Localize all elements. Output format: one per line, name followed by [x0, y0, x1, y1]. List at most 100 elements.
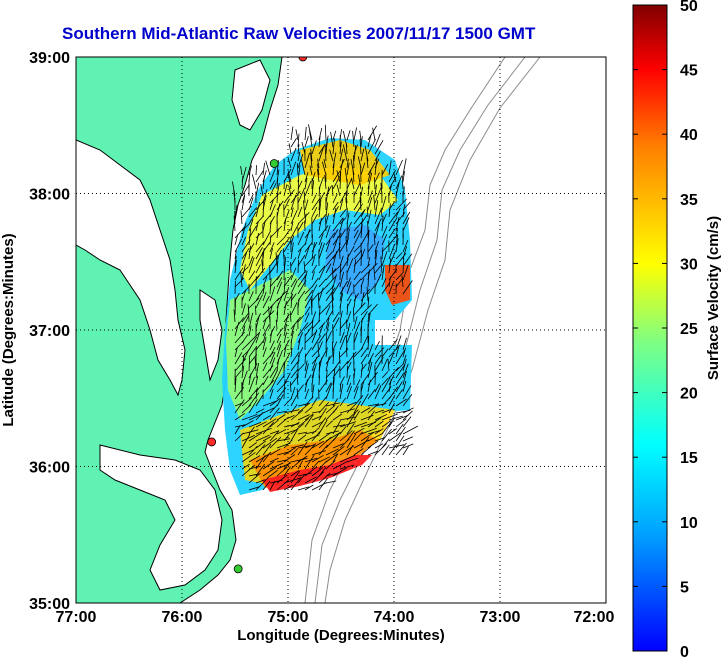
velocity-vector: [339, 383, 344, 400]
velocity-vector: [240, 271, 243, 288]
velocity-vector: [311, 277, 319, 288]
velocity-vector: [381, 278, 387, 288]
velocity-vector: [269, 180, 276, 190]
colorbar-tick-label: 0: [680, 644, 689, 659]
velocity-vector: [304, 476, 317, 484]
velocity-vector: [241, 184, 250, 197]
velocity-vector: [346, 444, 354, 456]
velocity-vector: [255, 411, 264, 421]
velocity-vector: [297, 231, 305, 246]
velocity-vector: [248, 426, 255, 435]
velocity-vector: [367, 429, 382, 435]
velocity-vector: [262, 415, 272, 421]
velocity-vector: [311, 271, 315, 281]
velocity-vector: [318, 324, 324, 337]
velocity-vector: [388, 276, 391, 288]
velocity-vector: [311, 207, 318, 218]
velocity-vector: [402, 425, 418, 435]
velocity-vector: [248, 421, 262, 428]
velocity-vector: [248, 291, 254, 302]
velocity-vector: [248, 257, 255, 274]
velocity-vector: [297, 221, 304, 232]
velocity-vector: [297, 270, 307, 281]
velocity-vector: [311, 368, 315, 386]
velocity-vector: [360, 393, 369, 407]
velocity-vector: [297, 473, 306, 484]
velocity-vector: [367, 170, 372, 183]
velocity-vector: [367, 271, 370, 288]
velocity-vector: [360, 326, 362, 344]
velocity-vector: [339, 271, 344, 288]
velocity-vector: [255, 440, 267, 449]
velocity-vector: [290, 257, 297, 267]
velocity-vector: [388, 402, 395, 414]
velocity-vector: [262, 443, 272, 456]
velocity-vector: [283, 179, 285, 190]
velocity-vector: [311, 256, 316, 267]
velocity-vector: [269, 436, 282, 449]
velocity-vector: [360, 407, 371, 414]
velocity-vector: [248, 432, 263, 442]
velocity-vector: [367, 410, 375, 421]
velocity-vector: [304, 177, 308, 190]
velocity-vector: [374, 184, 377, 197]
velocity-vector: [262, 375, 269, 386]
velocity-vector: [346, 351, 357, 365]
velocity-vector: [255, 331, 261, 344]
velocity-vector: [323, 159, 327, 169]
velocity-vector: [318, 233, 324, 246]
velocity-vector: [234, 413, 246, 421]
velocity-vector: [395, 363, 406, 379]
velocity-vector: [374, 187, 382, 204]
velocity-vector: [304, 136, 309, 148]
velocity-vector: [241, 342, 250, 351]
velocity-vector: [255, 305, 257, 316]
velocity-vector: [380, 207, 383, 218]
velocity-vector: [318, 284, 329, 295]
velocity-vector: [269, 430, 280, 435]
velocity-vector: [283, 466, 291, 477]
velocity-vector: [304, 199, 309, 211]
velocity-vector: [276, 394, 284, 407]
velocity-vector: [283, 429, 297, 435]
velocity-vector: [353, 259, 357, 274]
velocity-vector: [262, 418, 277, 428]
colorbar-tick-label: 15: [680, 450, 698, 467]
velocity-vector: [241, 266, 249, 274]
velocity-vector: [262, 436, 272, 442]
velocity-vector: [388, 418, 395, 428]
velocity-vector: [262, 379, 275, 393]
velocity-vector: [234, 299, 236, 316]
velocity-vector: [262, 333, 267, 344]
velocity-vector: [276, 270, 284, 281]
velocity-vector: [269, 448, 281, 456]
velocity-vector: [248, 211, 257, 225]
velocity-vector: [318, 379, 328, 393]
velocity-vector: [234, 377, 237, 393]
velocity-vector: [304, 172, 309, 183]
velocity-vector: [374, 209, 382, 225]
velocity-vector: [353, 229, 362, 246]
velocity-vector: [388, 160, 392, 176]
velocity-vector: [395, 349, 406, 365]
velocity-vector: [297, 254, 306, 267]
velocity-vector: [346, 212, 350, 225]
velocity-vector: [311, 242, 315, 260]
velocity-vector: [346, 409, 359, 421]
velocity-vector: [310, 148, 313, 162]
velocity-vector: [290, 448, 299, 456]
velocity-vector: [367, 388, 376, 400]
velocity-vector: [269, 234, 272, 246]
velocity-vector: [360, 363, 364, 379]
velocity-vector: [374, 177, 376, 190]
velocity-vector: [339, 454, 356, 463]
velocity-vector: [304, 289, 314, 302]
velocity-vector: [311, 241, 318, 253]
velocity-vector: [297, 418, 309, 428]
velocity-vector: [352, 167, 355, 183]
velocity-vector: [276, 414, 286, 421]
velocity-vector: [402, 171, 405, 183]
velocity-vector: [374, 420, 384, 428]
velocity-vector: [402, 381, 407, 393]
